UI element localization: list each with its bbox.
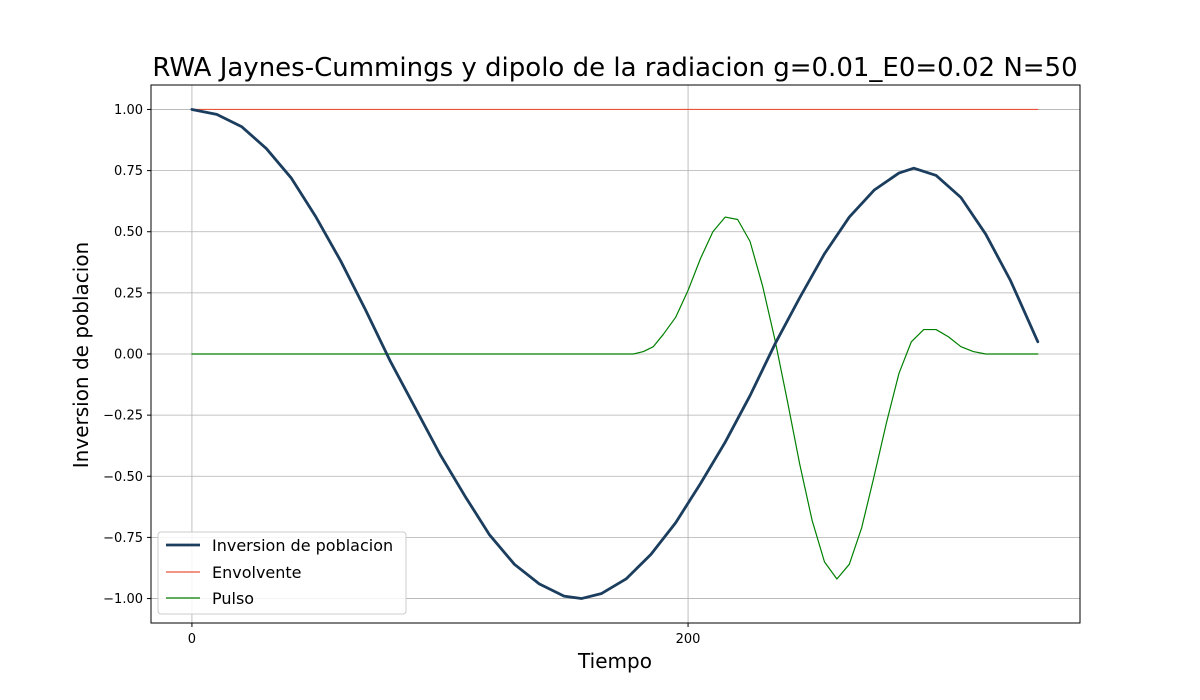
y-tick-label: −0.50 xyxy=(103,470,143,485)
y-tick-label: 1.00 xyxy=(114,103,143,118)
y-tick-label: 0.50 xyxy=(114,225,143,240)
series-line-pulso xyxy=(191,216,1039,580)
y-tick-label: 0.75 xyxy=(114,164,143,179)
chart-title: RWA Jaynes-Cummings y dipolo de la radia… xyxy=(152,53,1077,83)
axis-ticks: 1.00 0.75 0.50 0.25 0.00 −0.25 −0.50 −0.75 −1.00… xyxy=(103,103,700,647)
y-tick-label: −1.00 xyxy=(103,592,143,607)
y-axis-label: Inversion de poblacion xyxy=(69,242,93,468)
legend-label-inversion: Inversion de poblacion xyxy=(212,536,393,555)
legend: Inversion de poblacion Envolvente Pulso xyxy=(157,531,407,615)
x-tick-label: 0 xyxy=(188,632,196,647)
legend-label-pulso: Pulso xyxy=(212,589,254,608)
y-tick-label: −0.25 xyxy=(103,409,143,424)
plot-series xyxy=(190,108,1040,600)
x-axis-label: Tiempo xyxy=(577,649,652,673)
series-line-inversion xyxy=(190,108,1040,600)
legend-box xyxy=(157,531,407,615)
y-tick-label: −0.75 xyxy=(103,531,143,546)
x-tick-label: 200 xyxy=(676,632,701,647)
y-tick-label: 0.25 xyxy=(114,286,143,301)
y-tick-label: 0.00 xyxy=(114,348,143,363)
legend-label-envolvente: Envolvente xyxy=(212,563,302,582)
